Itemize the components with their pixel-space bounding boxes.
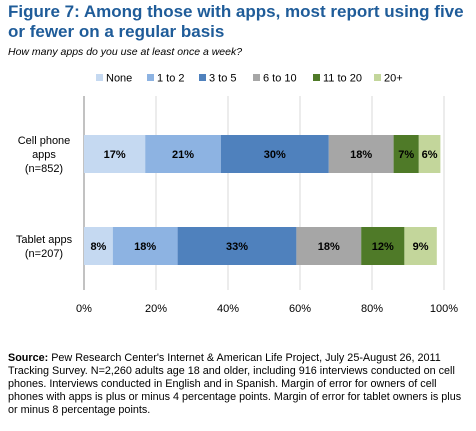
data-label: 12% <box>372 241 394 253</box>
data-label: 21% <box>172 149 194 161</box>
chart-bars: 17% 21% 30% 18% 7% 6% 8% 18% 33% 18% 12% 9% <box>84 135 441 265</box>
data-label: 8% <box>90 241 106 253</box>
bar-segment <box>112 227 178 265</box>
bar-segment <box>177 227 297 265</box>
x-tick-label: 60% <box>289 303 311 315</box>
data-label: 7% <box>398 149 414 161</box>
bar-segment <box>84 135 146 173</box>
category-label: (n=852) <box>25 163 63 175</box>
data-label: 30% <box>264 149 286 161</box>
chart-legend: None 1 to 2 3 to 5 6 to 10 11 to 20 20+ <box>96 73 403 85</box>
legend-swatch <box>313 74 320 81</box>
bar-segment <box>145 135 221 173</box>
bar-segment <box>418 135 441 173</box>
category-label: Tablet apps <box>16 234 73 246</box>
legend-swatch <box>253 74 260 81</box>
x-tick-label: 100% <box>430 303 458 315</box>
x-tick-label: 0% <box>76 303 92 315</box>
source-label: Source: <box>8 352 49 364</box>
bar-segment <box>404 227 437 265</box>
bar-segment <box>296 227 362 265</box>
legend-label: 11 to 20 <box>323 73 362 85</box>
legend-label: 6 to 10 <box>263 73 297 85</box>
data-label: 33% <box>226 241 248 253</box>
legend-swatch <box>199 74 206 81</box>
legend-label: 1 to 2 <box>157 73 185 85</box>
x-axis-ticks: 0% 20% 40% 60% 80% 100% <box>76 303 458 315</box>
chart-gridlines <box>83 96 445 290</box>
data-label: 18% <box>318 241 340 253</box>
legend-label: None <box>106 73 132 85</box>
bar-segment <box>328 135 394 173</box>
data-label: 18% <box>350 149 372 161</box>
chart-title: Figure 7: Among those with apps, most re… <box>8 2 464 41</box>
bar-segment <box>220 135 329 173</box>
source-text: Pew Research Center's Internet & America… <box>8 352 462 416</box>
category-label: apps <box>32 149 56 161</box>
x-tick-label: 40% <box>217 303 239 315</box>
stacked-bar-chart: None 1 to 2 3 to 5 6 to 10 11 to 20 20+ 17% 21… <box>16 73 458 316</box>
bar-segment <box>393 135 419 173</box>
x-tick-label: 80% <box>361 303 383 315</box>
category-label: (n=207) <box>25 248 63 260</box>
category-label: Cell phone <box>18 135 71 147</box>
data-label: 6% <box>422 149 438 161</box>
data-label: 9% <box>413 241 429 253</box>
chart-subtitle: How many apps do you use at least once a… <box>8 46 243 58</box>
data-label: 18% <box>134 241 156 253</box>
bar-segment <box>361 227 405 265</box>
legend-swatch <box>96 74 103 81</box>
data-label: 17% <box>104 149 126 161</box>
legend-label: 3 to 5 <box>209 73 237 85</box>
legend-label: 20+ <box>384 73 403 85</box>
bar-segment <box>84 227 113 265</box>
y-axis-labels: Cell phone apps (n=852) Tablet apps (n=207) <box>16 135 73 260</box>
legend-swatch <box>374 74 381 81</box>
source-note: Source: Pew Research Center's Internet &… <box>8 352 470 417</box>
x-tick-label: 20% <box>145 303 167 315</box>
legend-swatch <box>147 74 154 81</box>
